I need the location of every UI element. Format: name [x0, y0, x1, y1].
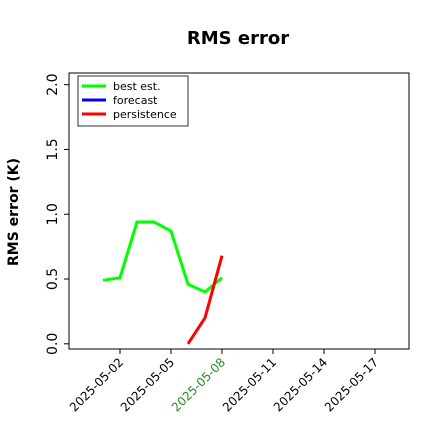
- x-tick-label: 2025-05-11: [220, 355, 279, 414]
- chart-title: RMS error: [187, 28, 289, 49]
- x-tick-label: 2025-05-14: [271, 355, 330, 414]
- y-axis-label: RMS error (K): [6, 158, 22, 266]
- y-tick-label: 0.0: [45, 333, 61, 355]
- series-line: [102, 220, 223, 294]
- x-tick-label: 2025-05-08: [169, 355, 228, 414]
- x-tick-label: 2025-05-02: [67, 355, 126, 414]
- y-tick-label: 0.5: [45, 268, 61, 290]
- y-tick-label: 1.5: [45, 138, 61, 160]
- y-tick-label: 2.0: [45, 74, 61, 96]
- plot-frame: [68, 72, 410, 350]
- x-tick-label: 2025-05-17: [322, 355, 381, 414]
- legend-label: persistence: [113, 108, 177, 121]
- legend-label: forecast: [113, 94, 158, 107]
- series-line: [186, 255, 224, 345]
- x-tick-label: 2025-05-05: [118, 355, 177, 414]
- legend-label: best est.: [113, 80, 161, 93]
- y-tick-label: 1.0: [45, 203, 61, 225]
